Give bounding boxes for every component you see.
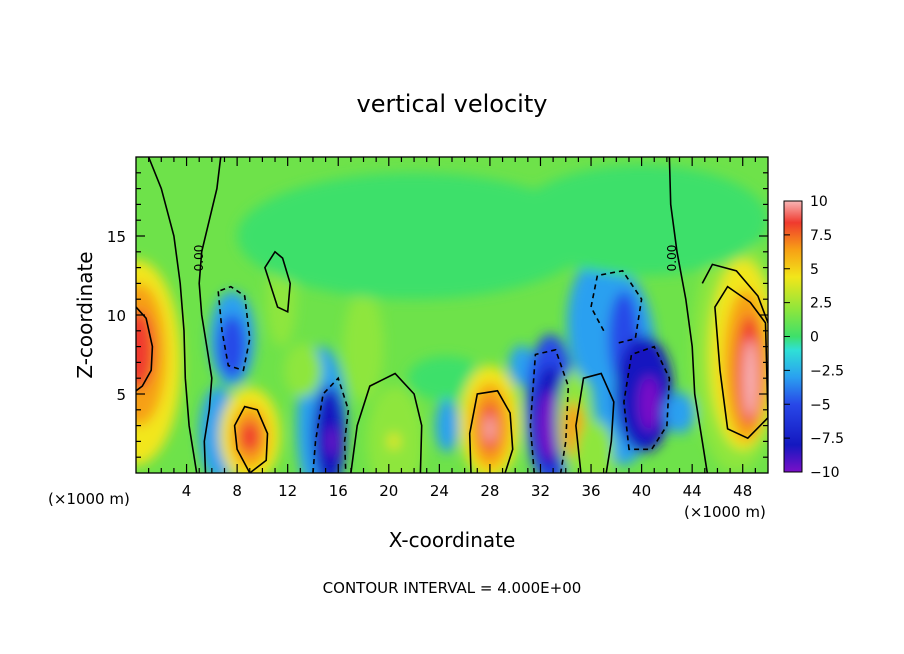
velocity-cell bbox=[508, 345, 535, 387]
plot-area bbox=[136, 157, 768, 473]
x-tick-label: 36 bbox=[581, 482, 600, 500]
x-axis-title: X-coordinate bbox=[389, 528, 516, 552]
velocity-cell bbox=[355, 338, 377, 402]
velocity-cell bbox=[435, 398, 459, 453]
colorbar-tick-label: 5 bbox=[810, 262, 819, 278]
colorbar-ticks: 10 7.5 5 2.5 0 −2.5 −5 −7.5 −10 bbox=[784, 194, 844, 481]
contour-label-right: 0.00 bbox=[665, 245, 679, 272]
velocity-cell bbox=[283, 343, 322, 398]
velocity-cell bbox=[545, 408, 556, 443]
colorbar-tick-label: 2.5 bbox=[810, 296, 832, 312]
axis-ticks bbox=[136, 157, 768, 473]
contour-line bbox=[264, 250, 292, 314]
y-tick-label: 15 bbox=[107, 228, 126, 246]
contour-line bbox=[590, 269, 643, 345]
velocity-cell bbox=[136, 310, 154, 390]
x-tick-label: 4 bbox=[182, 482, 192, 500]
x-tick-label: 24 bbox=[430, 482, 449, 500]
velocity-cell bbox=[664, 392, 695, 434]
contour-line bbox=[312, 376, 350, 473]
velocity-cell bbox=[407, 356, 484, 401]
x-tick-label: 8 bbox=[232, 482, 242, 500]
velocity-cell bbox=[388, 433, 399, 450]
velocity-cell bbox=[639, 376, 660, 431]
y-tick-label: 10 bbox=[107, 307, 126, 325]
contour-line bbox=[217, 285, 251, 372]
velocity-cell bbox=[237, 172, 592, 300]
x-tick-label: 16 bbox=[329, 482, 348, 500]
colorbar-tick-label: −10 bbox=[810, 465, 840, 481]
contour-line bbox=[701, 263, 768, 324]
colorbar-tick-label: 7.5 bbox=[810, 228, 832, 244]
contour-line bbox=[668, 157, 709, 473]
x-tick-label: 44 bbox=[683, 482, 702, 500]
contour-line bbox=[575, 372, 615, 473]
x-tick-label: 28 bbox=[480, 482, 499, 500]
contour-line bbox=[468, 389, 514, 473]
x-tick-label: 32 bbox=[531, 482, 550, 500]
x-tick-label: 48 bbox=[733, 482, 752, 500]
contour-line bbox=[623, 345, 671, 451]
chart-title: vertical velocity bbox=[357, 90, 548, 118]
velocity-cell bbox=[515, 164, 768, 276]
velocity-cell bbox=[367, 386, 423, 473]
velocity-cell bbox=[743, 338, 758, 418]
contour-label-text: 0.00 bbox=[665, 245, 679, 272]
y-axis-title: Z-coordinate bbox=[73, 251, 97, 378]
contour-line bbox=[714, 285, 768, 440]
contour-line bbox=[198, 157, 222, 473]
contour-label-left: 0.00 bbox=[192, 245, 206, 272]
x-tick-label: 12 bbox=[278, 482, 297, 500]
x-tick-label: 40 bbox=[632, 482, 651, 500]
velocity-cell bbox=[328, 427, 336, 456]
colorbar-tick-label: −7.5 bbox=[810, 431, 844, 447]
y-tick-label: 5 bbox=[116, 386, 126, 404]
contour-label-text: 0.00 bbox=[192, 245, 206, 272]
x-unit-label-right: (×1000 m) bbox=[684, 503, 766, 521]
velocity-cell bbox=[485, 414, 495, 443]
colorbar: 10 7.5 5 2.5 0 −2.5 −5 −7.5 −10 bbox=[783, 194, 844, 481]
contour-line bbox=[529, 348, 570, 473]
velocity-cell bbox=[575, 420, 614, 473]
velocity-cell bbox=[239, 420, 260, 453]
heatmap-fields bbox=[136, 164, 768, 473]
contour-line bbox=[350, 372, 423, 473]
contour-interval-note: CONTOUR INTERVAL = 4.000E+00 bbox=[323, 579, 582, 597]
contour-line bbox=[136, 306, 154, 392]
colorbar-tick-label: −5 bbox=[810, 397, 831, 413]
colorbar-tick-label: 0 bbox=[810, 330, 819, 346]
contour-line bbox=[233, 405, 269, 473]
velocity-cell bbox=[218, 315, 246, 379]
contour-lines bbox=[136, 157, 768, 473]
x-unit-label: (×1000 m) bbox=[48, 490, 130, 508]
contour-line bbox=[147, 157, 198, 473]
x-tick-label: 20 bbox=[379, 482, 398, 500]
colorbar-tick-label: 10 bbox=[810, 194, 828, 210]
colorbar-tick-label: −2.5 bbox=[810, 363, 844, 379]
